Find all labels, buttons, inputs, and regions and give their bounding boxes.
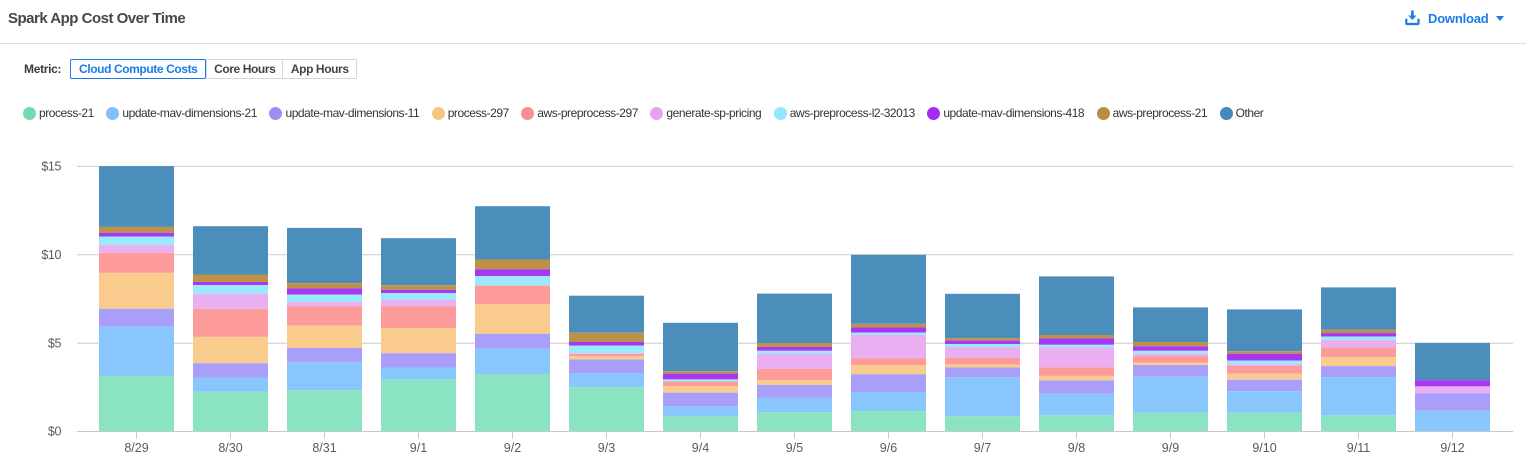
svg-text:$5: $5 — [48, 336, 62, 350]
svg-text:9/6: 9/6 — [880, 441, 897, 455]
svg-text:$15: $15 — [41, 160, 61, 174]
svg-text:9/8: 9/8 — [1068, 441, 1085, 455]
svg-text:9/4: 9/4 — [692, 441, 709, 455]
svg-text:9/10: 9/10 — [1252, 441, 1276, 455]
svg-text:9/12: 9/12 — [1440, 441, 1464, 455]
svg-text:9/3: 9/3 — [598, 441, 615, 455]
svg-text:9/5: 9/5 — [786, 441, 803, 455]
svg-text:8/31: 8/31 — [312, 441, 336, 455]
svg-text:8/30: 8/30 — [218, 441, 242, 455]
svg-text:9/1: 9/1 — [410, 441, 427, 455]
svg-text:9/2: 9/2 — [504, 441, 521, 455]
svg-text:9/7: 9/7 — [974, 441, 991, 455]
svg-text:9/9: 9/9 — [1162, 441, 1179, 455]
svg-text:8/29: 8/29 — [124, 441, 148, 455]
svg-text:$10: $10 — [41, 248, 61, 262]
svg-text:$0: $0 — [48, 425, 62, 439]
svg-text:9/11: 9/11 — [1347, 441, 1370, 455]
